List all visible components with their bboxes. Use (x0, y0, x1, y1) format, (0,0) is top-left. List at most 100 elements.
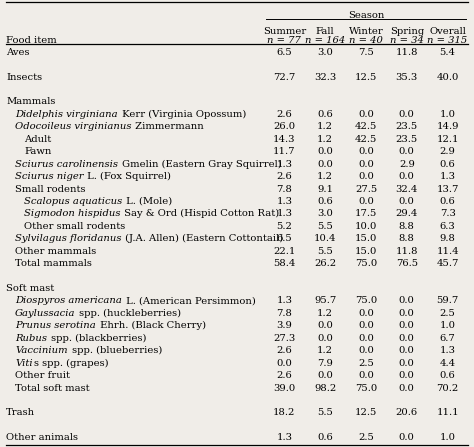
Text: 0.6: 0.6 (440, 160, 456, 169)
Text: Season: Season (348, 11, 384, 20)
Text: 0.0: 0.0 (399, 371, 415, 380)
Text: Soft mast: Soft mast (6, 284, 54, 293)
Text: s spp. (grapes): s spp. (grapes) (34, 358, 108, 368)
Text: 1.2: 1.2 (317, 172, 333, 181)
Text: 12.5: 12.5 (355, 409, 377, 417)
Text: 0.0: 0.0 (399, 433, 415, 442)
Text: 11.4: 11.4 (436, 247, 459, 256)
Text: 11.7: 11.7 (273, 147, 296, 156)
Text: Total soft mast: Total soft mast (15, 384, 90, 392)
Text: Summer: Summer (263, 27, 306, 36)
Text: 0.0: 0.0 (399, 384, 415, 392)
Text: 35.3: 35.3 (396, 72, 418, 82)
Text: 2.6: 2.6 (276, 172, 292, 181)
Text: 5.5: 5.5 (317, 222, 333, 231)
Text: Sigmodon hispidus: Sigmodon hispidus (24, 209, 120, 219)
Text: n = 77: n = 77 (267, 36, 301, 45)
Text: 10.0: 10.0 (355, 222, 377, 231)
Text: (J.A. Allen) (Eastern Cottontail): (J.A. Allen) (Eastern Cottontail) (122, 234, 284, 243)
Text: Small rodents: Small rodents (15, 185, 85, 194)
Text: Scalopus aquaticus: Scalopus aquaticus (24, 197, 122, 206)
Text: 0.0: 0.0 (358, 321, 374, 330)
Text: Diospyros americana: Diospyros americana (15, 296, 122, 305)
Text: 2.5: 2.5 (440, 309, 456, 318)
Text: 11.1: 11.1 (436, 409, 459, 417)
Text: 1.2: 1.2 (317, 135, 333, 144)
Text: L. (Fox Squirrel): L. (Fox Squirrel) (84, 172, 172, 181)
Text: Sciurus niger: Sciurus niger (15, 172, 83, 181)
Text: Viti: Viti (15, 358, 33, 367)
Text: 7.8: 7.8 (276, 185, 292, 194)
Text: 0.0: 0.0 (317, 334, 333, 343)
Text: 0.0: 0.0 (358, 160, 374, 169)
Text: 8.8: 8.8 (399, 234, 415, 243)
Text: 0.6: 0.6 (317, 110, 333, 119)
Text: spp. (blueberries): spp. (blueberries) (69, 346, 162, 355)
Text: 5.5: 5.5 (317, 409, 333, 417)
Text: Aves: Aves (6, 48, 29, 57)
Text: L. (Mole): L. (Mole) (123, 197, 173, 206)
Text: Ehrh. (Black Cherry): Ehrh. (Black Cherry) (97, 321, 206, 330)
Text: 0.0: 0.0 (317, 160, 333, 169)
Text: 14.3: 14.3 (273, 135, 296, 144)
Text: 1.2: 1.2 (317, 346, 333, 355)
Text: 0.0: 0.0 (317, 321, 333, 330)
Text: 75.0: 75.0 (355, 296, 377, 305)
Text: 0.0: 0.0 (399, 321, 415, 330)
Text: 26.0: 26.0 (273, 122, 295, 131)
Text: Gaylussacia: Gaylussacia (15, 309, 75, 318)
Text: 12.5: 12.5 (355, 72, 377, 82)
Text: Other fruit: Other fruit (15, 371, 70, 380)
Text: 0.0: 0.0 (399, 309, 415, 318)
Text: 1.2: 1.2 (317, 309, 333, 318)
Text: 76.5: 76.5 (396, 259, 418, 268)
Text: Spring: Spring (390, 27, 424, 36)
Text: 5.2: 5.2 (276, 222, 292, 231)
Text: 0.6: 0.6 (317, 433, 333, 442)
Text: 6.3: 6.3 (440, 222, 456, 231)
Text: 98.2: 98.2 (314, 384, 337, 392)
Text: Vaccinium: Vaccinium (15, 346, 68, 355)
Text: 1.2: 1.2 (317, 122, 333, 131)
Text: Fawn: Fawn (24, 147, 51, 156)
Text: 1.3: 1.3 (276, 433, 292, 442)
Text: Adult: Adult (24, 135, 51, 144)
Text: 11.8: 11.8 (395, 247, 418, 256)
Text: 22.1: 22.1 (273, 247, 296, 256)
Text: 0.0: 0.0 (399, 358, 415, 367)
Text: 23.5: 23.5 (396, 122, 418, 131)
Text: 0.0: 0.0 (399, 334, 415, 343)
Text: 39.0: 39.0 (273, 384, 295, 392)
Text: 42.5: 42.5 (355, 135, 377, 144)
Text: Other small rodents: Other small rodents (24, 222, 125, 231)
Text: 1.3: 1.3 (276, 197, 292, 206)
Text: 8.8: 8.8 (399, 222, 415, 231)
Text: 2.9: 2.9 (440, 147, 456, 156)
Text: 0.0: 0.0 (358, 110, 374, 119)
Text: 10.4: 10.4 (314, 234, 337, 243)
Text: 3.9: 3.9 (276, 321, 292, 330)
Text: 95.7: 95.7 (314, 296, 337, 305)
Text: 7.9: 7.9 (317, 358, 333, 367)
Text: n = 34: n = 34 (390, 36, 424, 45)
Text: 32.4: 32.4 (396, 185, 418, 194)
Text: spp. (blackberries): spp. (blackberries) (48, 334, 146, 343)
Text: 9.8: 9.8 (440, 234, 456, 243)
Text: 1.3: 1.3 (439, 172, 456, 181)
Text: 40.0: 40.0 (437, 72, 459, 82)
Text: spp. (huckleberries): spp. (huckleberries) (76, 309, 182, 318)
Text: 12.1: 12.1 (437, 135, 459, 144)
Text: 6.7: 6.7 (440, 334, 456, 343)
Text: 0.0: 0.0 (317, 371, 333, 380)
Text: 3.0: 3.0 (317, 48, 333, 57)
Text: 0.0: 0.0 (399, 147, 415, 156)
Text: 0.0: 0.0 (358, 334, 374, 343)
Text: 59.7: 59.7 (437, 296, 459, 305)
Text: Insects: Insects (6, 72, 42, 82)
Text: 0.0: 0.0 (358, 172, 374, 181)
Text: n = 40: n = 40 (349, 36, 383, 45)
Text: 32.3: 32.3 (314, 72, 337, 82)
Text: 23.5: 23.5 (396, 135, 418, 144)
Text: 1.3: 1.3 (276, 296, 292, 305)
Text: n = 164: n = 164 (305, 36, 346, 45)
